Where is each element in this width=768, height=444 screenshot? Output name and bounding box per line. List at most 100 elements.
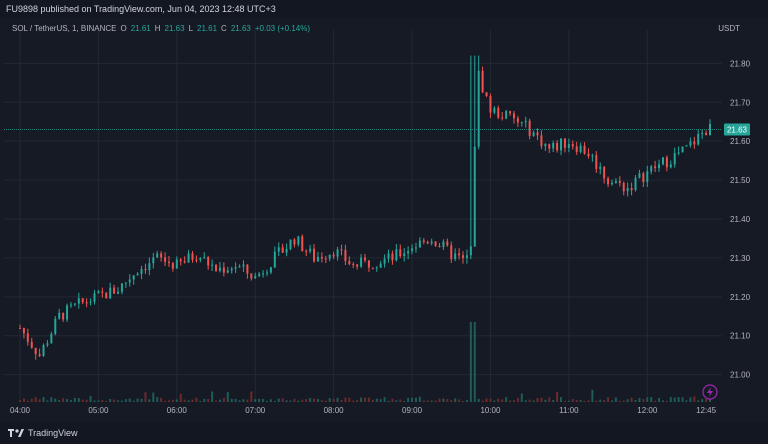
volume-bar	[681, 397, 684, 402]
candle-body	[42, 345, 45, 356]
candle-body	[442, 241, 445, 248]
volume-bar	[430, 400, 433, 402]
candle-body	[477, 70, 480, 147]
candle-body	[328, 254, 331, 259]
chart-panel[interactable]: 21.80 21.70 21.60 21.50 21.40 21.30 21.20 21.10…	[0, 18, 768, 422]
candle-body	[642, 173, 645, 182]
volume-bar	[132, 400, 135, 402]
volume-bar	[383, 397, 386, 402]
volume-bar	[367, 397, 370, 402]
candle-body	[610, 182, 613, 185]
volume-bar	[567, 400, 570, 402]
candle-body	[77, 298, 80, 304]
brand-name: TradingView	[28, 428, 78, 438]
candle-body	[281, 247, 284, 253]
candle-body	[242, 264, 245, 267]
volume-bar	[536, 398, 539, 402]
volume-bar	[203, 398, 206, 402]
price-chart[interactable]: 21.80 21.70 21.60 21.50 21.40 21.30 21.20 21.10…	[0, 18, 768, 422]
candle-body	[454, 253, 457, 260]
candle-body	[332, 254, 335, 257]
volume-bar	[618, 400, 621, 402]
volume-bar	[379, 399, 382, 402]
volume-bar	[148, 399, 151, 402]
candle-body	[30, 341, 33, 348]
volume-bar	[238, 400, 241, 402]
candle-body	[505, 111, 508, 119]
candle-body	[646, 171, 649, 182]
candle-body	[262, 273, 265, 275]
candle-body	[203, 257, 206, 259]
candle-body	[348, 261, 351, 265]
volume-bar	[199, 400, 202, 402]
volume-bar	[328, 398, 331, 402]
candle-body	[230, 268, 233, 271]
candle-body	[132, 275, 135, 280]
candle-body	[418, 240, 421, 248]
candle-body	[289, 239, 292, 249]
volume-bar	[258, 398, 261, 402]
volume-bar	[356, 400, 359, 402]
candle-body	[430, 241, 433, 244]
candle-body	[226, 270, 229, 273]
candle-body	[364, 257, 366, 261]
candle-body	[614, 181, 617, 183]
open-value: 21.61	[130, 24, 151, 33]
candle-body	[493, 108, 496, 113]
volume-bar	[97, 400, 100, 402]
candle-body	[544, 144, 547, 147]
volume-bar	[175, 399, 178, 402]
candle-body	[58, 312, 61, 319]
candle-body	[583, 145, 586, 154]
volume-bar	[69, 399, 72, 402]
candle-body	[618, 181, 621, 184]
replay-icon[interactable]	[702, 384, 718, 400]
open-label: O	[120, 24, 127, 33]
volume-bar	[281, 398, 284, 402]
candle-body	[22, 328, 25, 334]
volume-bar	[454, 398, 457, 402]
volume-bar	[556, 391, 559, 402]
candle-body	[658, 164, 661, 169]
volume-bar	[442, 398, 445, 402]
candle-body	[399, 249, 402, 257]
x-tick-label: 12:45	[696, 406, 717, 415]
candle-body	[438, 245, 441, 248]
volume-bar	[595, 400, 598, 402]
volume-bar	[571, 399, 574, 402]
candle-body	[587, 153, 590, 156]
candle-body	[175, 259, 178, 269]
time-axis: 04:00 05:00 06:00 07:00 08:00 09:00 10:00 11:00…	[10, 406, 717, 415]
symbol-name[interactable]: SOL / TetherUS, 1, BINANCE	[12, 24, 117, 33]
candle-body	[340, 249, 343, 251]
volume-bar	[465, 399, 468, 402]
candle-body	[211, 264, 214, 266]
candle-body	[66, 305, 69, 320]
candle-body	[50, 333, 53, 344]
volume-bar	[685, 400, 688, 402]
x-tick-label: 11:00	[559, 406, 579, 415]
volume-bar	[273, 400, 276, 402]
candle-body	[128, 279, 131, 283]
last-price-tag	[724, 123, 750, 136]
candle-body	[179, 259, 182, 262]
candle-body	[650, 166, 653, 172]
candle-body	[579, 145, 582, 153]
candle-body	[215, 264, 218, 271]
candle-body	[101, 291, 104, 293]
volume-bar	[360, 397, 363, 402]
volume-bar	[477, 398, 480, 402]
volume-bar	[117, 400, 120, 402]
volume-bar	[81, 399, 84, 402]
y-tick-label: 21.60	[730, 137, 751, 146]
candle-body	[356, 264, 359, 267]
candle-body	[320, 256, 323, 259]
low-value: 21.61	[197, 24, 218, 33]
candle-body	[473, 146, 476, 247]
candle-body	[591, 155, 594, 157]
candle-body	[693, 141, 696, 145]
candle-body	[520, 122, 523, 124]
volume-bar	[246, 399, 249, 402]
candle-body	[497, 108, 500, 118]
candle-body	[117, 291, 120, 294]
